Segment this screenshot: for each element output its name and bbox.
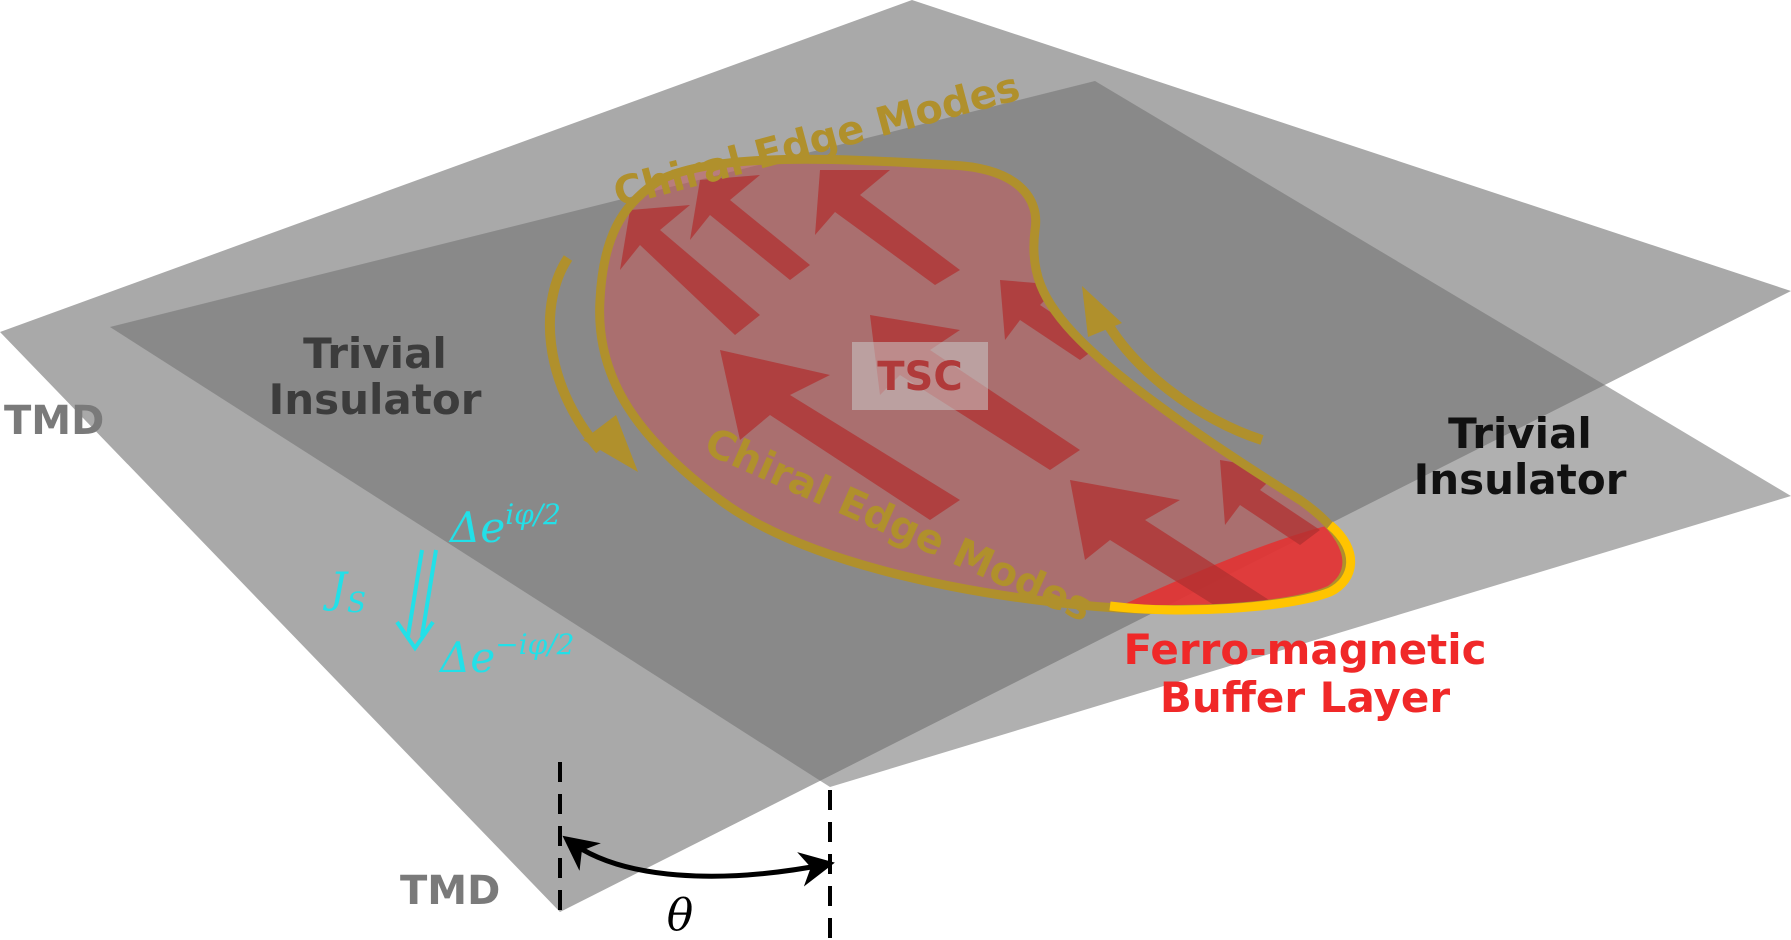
- tmd-label-top: TMD: [4, 398, 104, 444]
- phase-upper: Δeiφ/2: [448, 498, 561, 552]
- tsc-region: [595, 154, 1356, 615]
- svg-text:Trivial: Trivial: [303, 329, 447, 378]
- phase-lower: Δe−iφ/2: [438, 628, 574, 682]
- svg-text:Insulator: Insulator: [269, 375, 482, 424]
- trivial-insulator-right: Trivial Insulator: [1414, 409, 1627, 504]
- svg-text:Buffer Layer: Buffer Layer: [1160, 673, 1450, 722]
- magnetization-arrow: [720, 350, 960, 520]
- magnetization-arrow: [815, 170, 960, 285]
- supercurrent-arrow: [395, 549, 438, 652]
- svg-text:Ferro-magnetic: Ferro-magnetic: [1123, 625, 1486, 674]
- tsc-label: TSC: [877, 354, 962, 400]
- chiral-flow-left: [544, 255, 638, 472]
- buffer-edge-highlight: [1109, 521, 1356, 615]
- twist-angle-label: θ: [667, 890, 694, 940]
- twist-angle-arc: [562, 835, 835, 887]
- buffer-layer-label: Ferro-magnetic Buffer Layer: [1123, 625, 1486, 722]
- chiral-flow-right: [1082, 286, 1264, 445]
- magnetization-arrow: [1220, 460, 1320, 545]
- magnetization-arrow: [620, 205, 760, 335]
- magnetization-arrow: [1070, 480, 1300, 610]
- magnetization-arrow: [690, 175, 810, 280]
- trivial-insulator-left: Trivial Insulator: [269, 329, 482, 424]
- tmd-label-bottom: TMD: [400, 868, 500, 914]
- supercurrent-symbol: JS: [322, 563, 366, 619]
- svg-text:Insulator: Insulator: [1414, 455, 1627, 504]
- tsc-label-box: [852, 342, 988, 410]
- buffer-patch: [1120, 525, 1351, 610]
- svg-text:Trivial: Trivial: [1448, 409, 1592, 458]
